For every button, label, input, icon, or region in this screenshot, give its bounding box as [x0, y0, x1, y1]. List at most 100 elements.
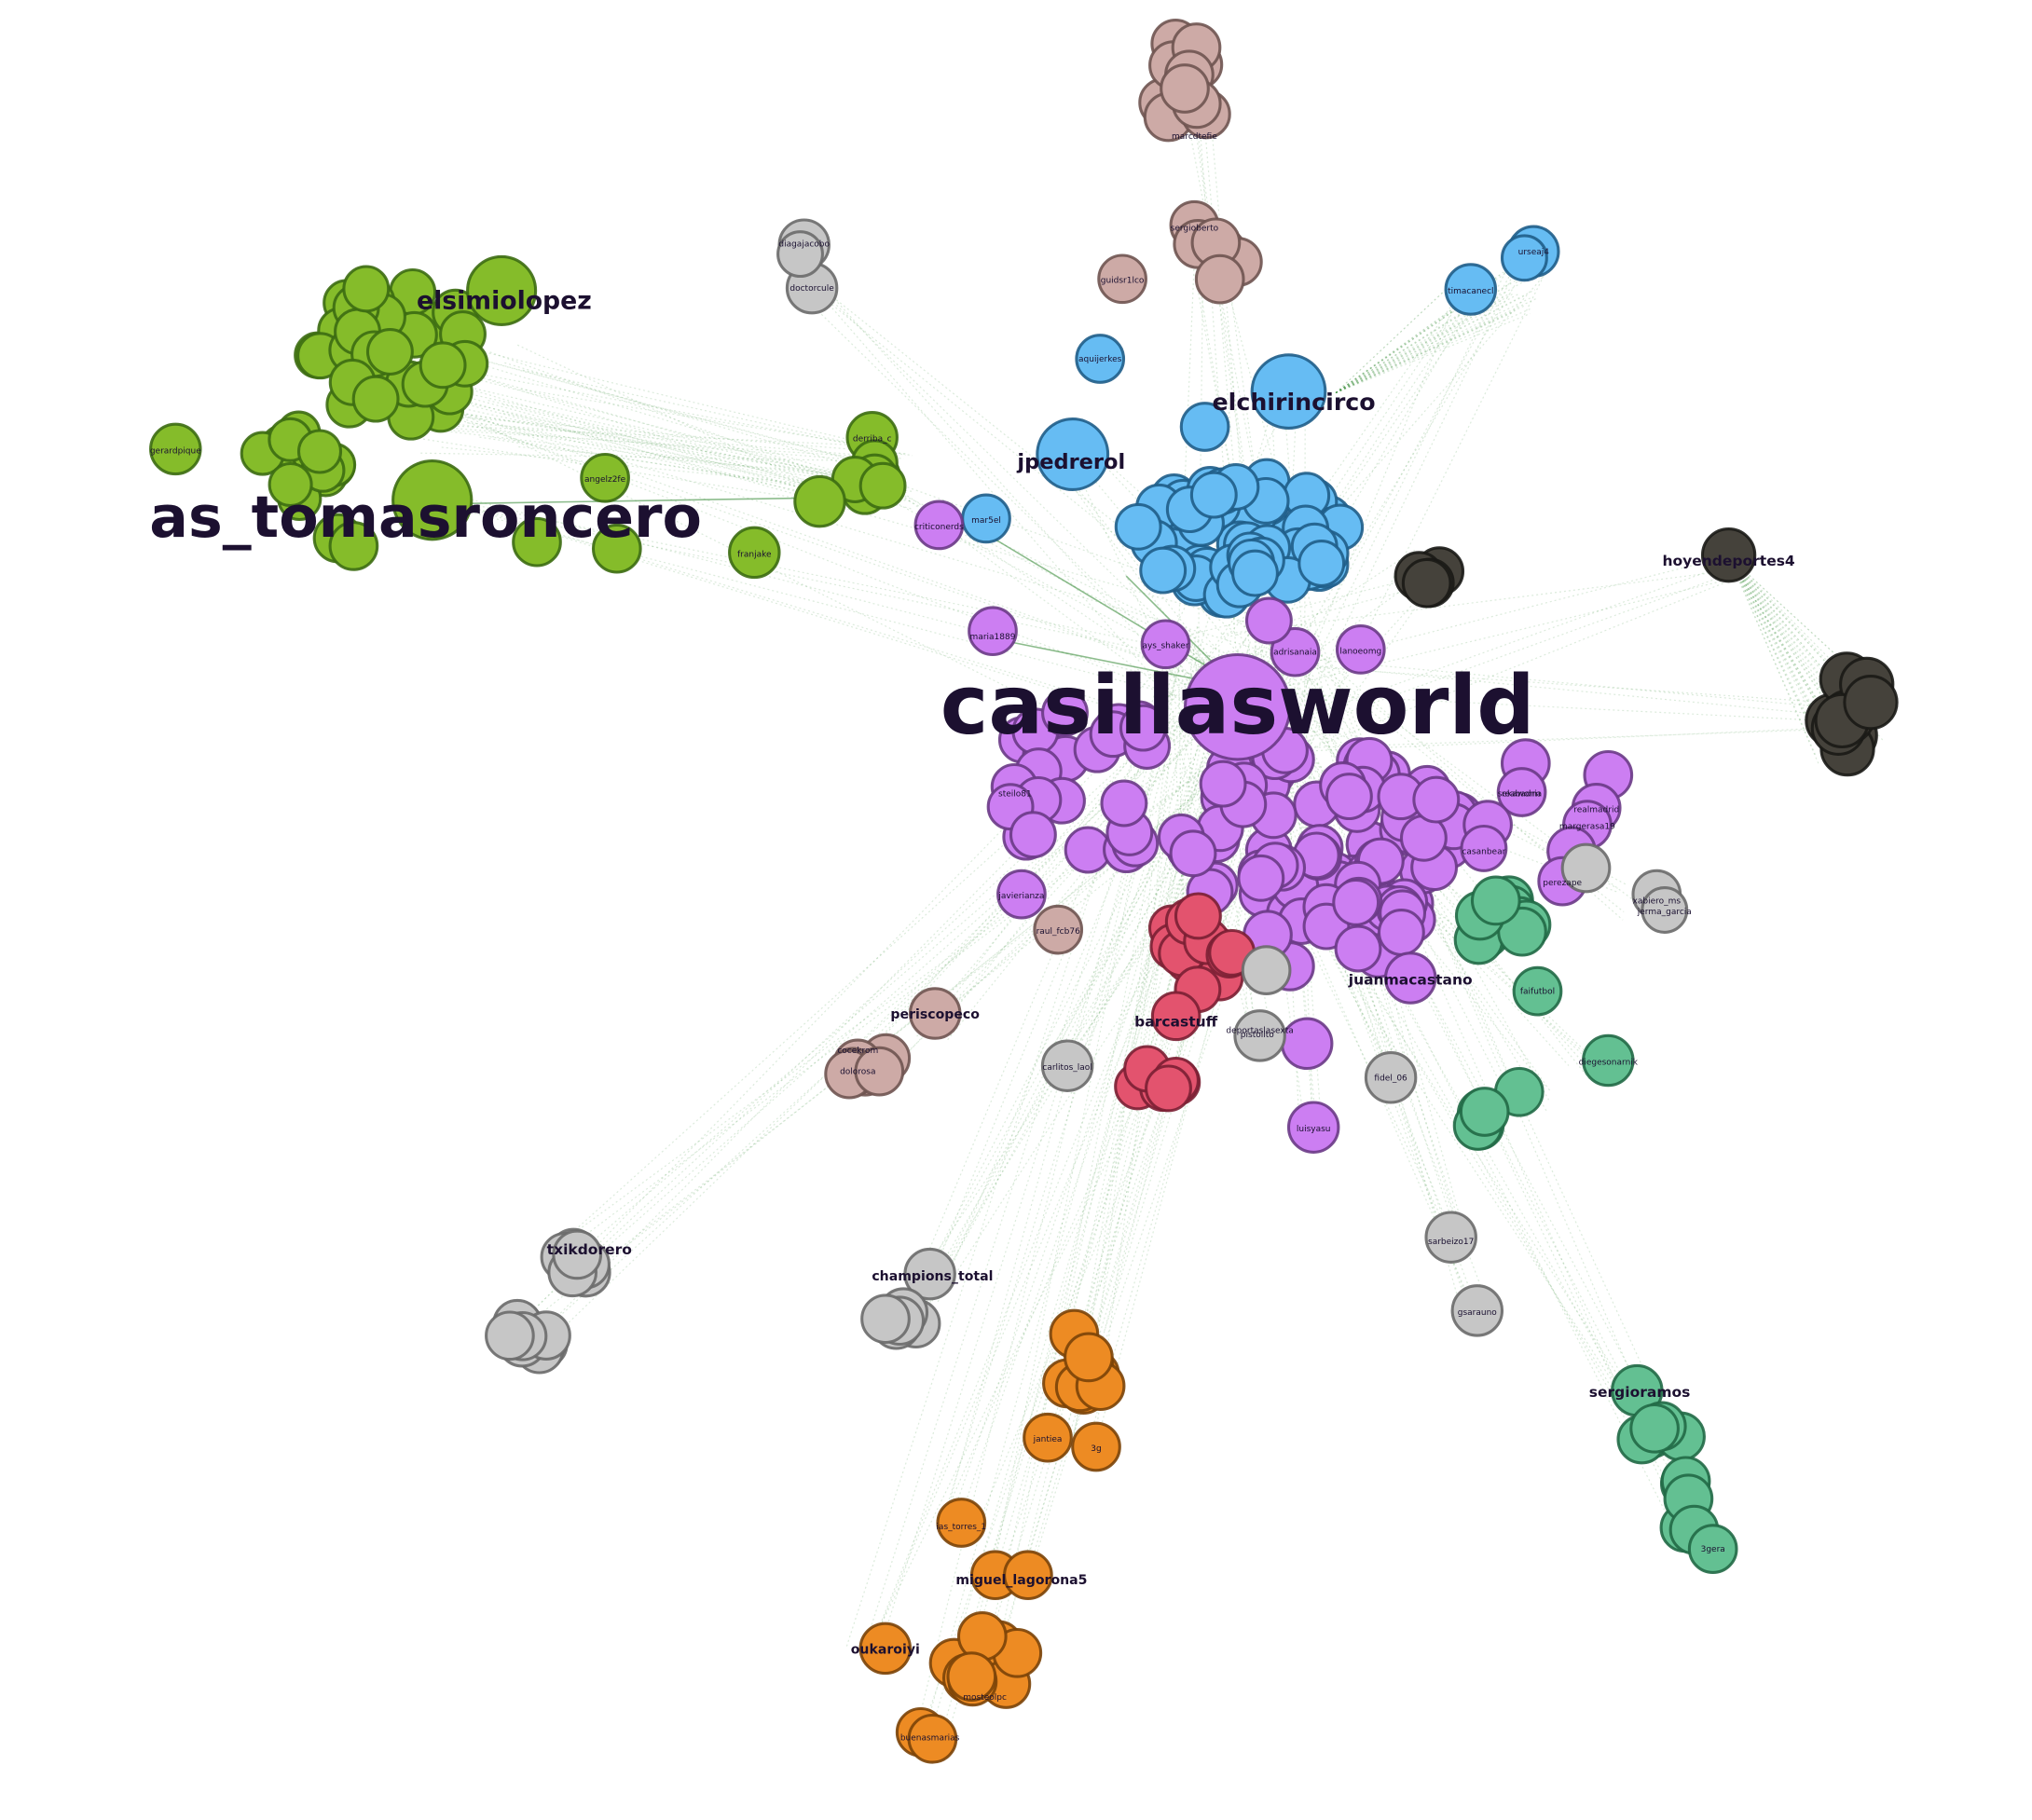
- graph-edge: [912, 774, 1223, 1334]
- graph-node: [1114, 502, 1162, 551]
- graph-edge: [544, 709, 1285, 1266]
- graph-edge: [1228, 650, 1850, 710]
- graph-edge: [532, 691, 1174, 1342]
- graph-edge: [1728, 555, 1836, 717]
- graph-edge: [1728, 555, 1818, 718]
- node-layer: [149, 19, 1899, 1764]
- graph-edge: [502, 404, 913, 510]
- graph-edge: [883, 726, 1173, 1638]
- node-label: fidel_06: [1374, 1074, 1407, 1083]
- graph-edge: [452, 351, 843, 458]
- graph-edge: [923, 718, 1207, 1736]
- graph-edge: [868, 721, 1177, 1053]
- graph-edge: [420, 382, 907, 492]
- graph-edge: [1728, 555, 1829, 735]
- graph-edge: [422, 438, 871, 511]
- graph-node: [1460, 824, 1508, 872]
- graph-node: [342, 265, 391, 313]
- graph-edge: [1270, 389, 1286, 665]
- graph-edge: [1280, 252, 1535, 676]
- graph-node: [1009, 811, 1057, 859]
- graph-node: [1169, 829, 1217, 878]
- graph-edge: [1196, 274, 1545, 672]
- graph-node: [552, 1229, 603, 1280]
- graph-edge: [516, 344, 849, 502]
- node-label: realmadrid: [1573, 805, 1619, 814]
- node-label: deportaslasexta: [1226, 1027, 1293, 1036]
- label-layer: casillasworld as_tomasroncero elsimiolopez…: [149, 132, 1795, 1743]
- graph-node: [1194, 253, 1245, 305]
- graph-edge: [373, 389, 1281, 706]
- node-label: ias_torres_1: [936, 1523, 986, 1532]
- graph-node: [936, 1498, 987, 1548]
- graph-edge: [940, 685, 1212, 1029]
- graph-edge: [526, 639, 1188, 1319]
- graph-node: [793, 474, 846, 528]
- graph-edge: [1254, 561, 1736, 736]
- graph-node: [1179, 402, 1230, 452]
- graph-edge: [1302, 664, 1854, 718]
- graph-node: [1424, 1211, 1477, 1264]
- graph-edge: [1280, 575, 1743, 762]
- node-label: casanbear: [1462, 847, 1505, 856]
- graph-edge: [794, 264, 1229, 689]
- graph-edge: [1291, 648, 1641, 1437]
- graph-edge: [987, 654, 1220, 1648]
- graph-node: [858, 461, 907, 510]
- graph-node: [1843, 675, 1899, 731]
- graph-node: [1100, 779, 1148, 828]
- graph-edge: [1335, 308, 1533, 394]
- node-label: derriba_c: [853, 435, 892, 445]
- elchirincirco-node: [1250, 353, 1327, 430]
- graph-node: [591, 523, 642, 574]
- graph-node: [1231, 549, 1279, 597]
- node-label: maria1889: [970, 633, 1016, 642]
- node-label: angelz2fe: [584, 475, 626, 485]
- graph-node: [1150, 991, 1201, 1042]
- graph-edge: [1194, 294, 1476, 775]
- node-label: steilo81: [998, 789, 1032, 799]
- graph-node: [1286, 1101, 1340, 1154]
- graph-edge: [489, 351, 892, 499]
- node-label: carlitos_laol: [1042, 1063, 1092, 1073]
- graph-edge: [1095, 638, 1180, 1356]
- node-label: javierianza: [997, 892, 1044, 901]
- graph-edge: [413, 427, 863, 481]
- graph-edge: [392, 426, 871, 458]
- node-label: dolorosa: [840, 1067, 875, 1076]
- node-label: marcdtefie: [1172, 132, 1217, 142]
- graph-node: [1003, 1550, 1053, 1601]
- casillasworld-node: [1183, 652, 1292, 761]
- graph-edge: [936, 726, 1307, 1304]
- graph-node: [1040, 1039, 1094, 1092]
- node-label: timacanecl: [1448, 287, 1493, 296]
- node-label: pistolito: [1241, 1031, 1274, 1040]
- graph-edge: [1728, 555, 1817, 757]
- graph-node: [296, 429, 343, 474]
- graph-edge: [916, 757, 1273, 1281]
- graph-edge: [1335, 272, 1538, 394]
- graph-edge: [1303, 251, 1517, 685]
- graph-node: [365, 328, 414, 376]
- graph-node: [268, 461, 313, 508]
- graph-edge: [476, 373, 913, 457]
- graph-node: [913, 499, 965, 551]
- graph-node: [1459, 1087, 1510, 1137]
- graph-edge: [480, 379, 909, 494]
- graph-edge: [1728, 555, 1819, 765]
- node-label: xabiero_ms: [1633, 897, 1682, 907]
- node-label: perezape: [1543, 879, 1582, 888]
- graph-edge: [392, 401, 843, 477]
- as_tomasroncero-node: [391, 459, 474, 541]
- node-label: lanoeomg: [1339, 647, 1381, 656]
- graph-node: [485, 1310, 535, 1362]
- graph-edge: [997, 624, 1312, 1653]
- graph-edge: [919, 773, 1204, 1325]
- graph-edge: [1309, 728, 1852, 748]
- node-label: diegesonarnik: [1579, 1059, 1639, 1068]
- graph-edge: [924, 656, 1186, 1296]
- graph-edge: [405, 403, 871, 508]
- graph-edge: [466, 422, 904, 459]
- graph-node: [854, 1046, 905, 1097]
